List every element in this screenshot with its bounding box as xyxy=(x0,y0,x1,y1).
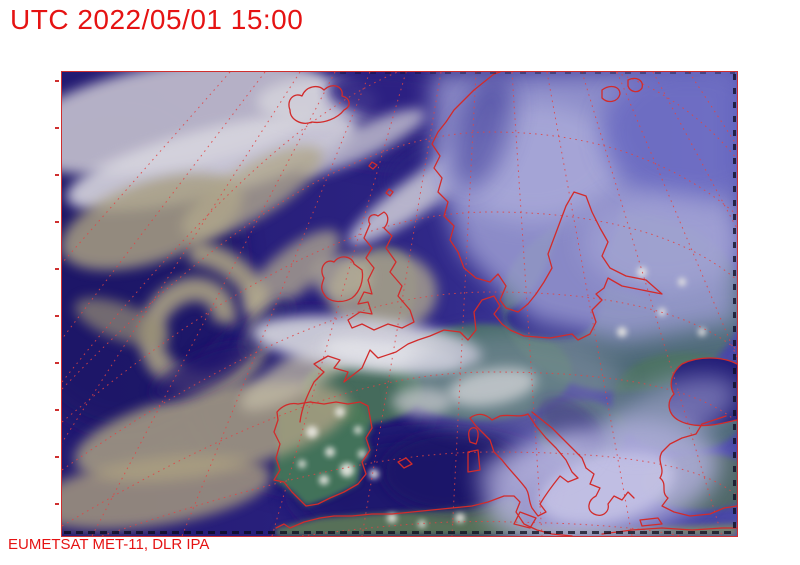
coast-black-sea xyxy=(668,357,737,427)
coast-turkey xyxy=(659,415,737,517)
coast-balkans-greece xyxy=(531,411,635,516)
coast-north-africa xyxy=(275,495,737,536)
cumulus-specks xyxy=(298,267,706,528)
timestamp-title: UTC 2022/05/01 15:00 xyxy=(10,4,304,35)
coast-iberia xyxy=(273,401,373,507)
coast-corsica-sardinia xyxy=(467,427,481,473)
coast-sicily xyxy=(513,511,537,529)
top-edge-dashes xyxy=(340,72,735,74)
coast-faroe-shetland xyxy=(368,161,394,197)
right-edge-dashes xyxy=(733,74,736,534)
coast-ireland xyxy=(321,256,364,303)
coast-great-britain xyxy=(347,211,415,331)
coast-continental-europe xyxy=(299,72,663,423)
coast-crete xyxy=(639,517,663,527)
coast-italy xyxy=(469,413,579,517)
coastline-overlay xyxy=(273,72,737,536)
attribution-caption: EUMETSAT MET-11, DLR IPA xyxy=(8,536,210,553)
satellite-image-frame xyxy=(61,71,738,537)
coast-ne-lakes xyxy=(601,77,643,103)
satellite-image xyxy=(62,72,737,536)
cloud-layers xyxy=(62,72,737,536)
left-tick-marks xyxy=(55,80,59,528)
coast-balearics xyxy=(397,457,413,469)
graticule-grid xyxy=(62,72,737,536)
bottom-edge-dashes xyxy=(64,531,735,534)
coast-iceland xyxy=(288,85,350,124)
